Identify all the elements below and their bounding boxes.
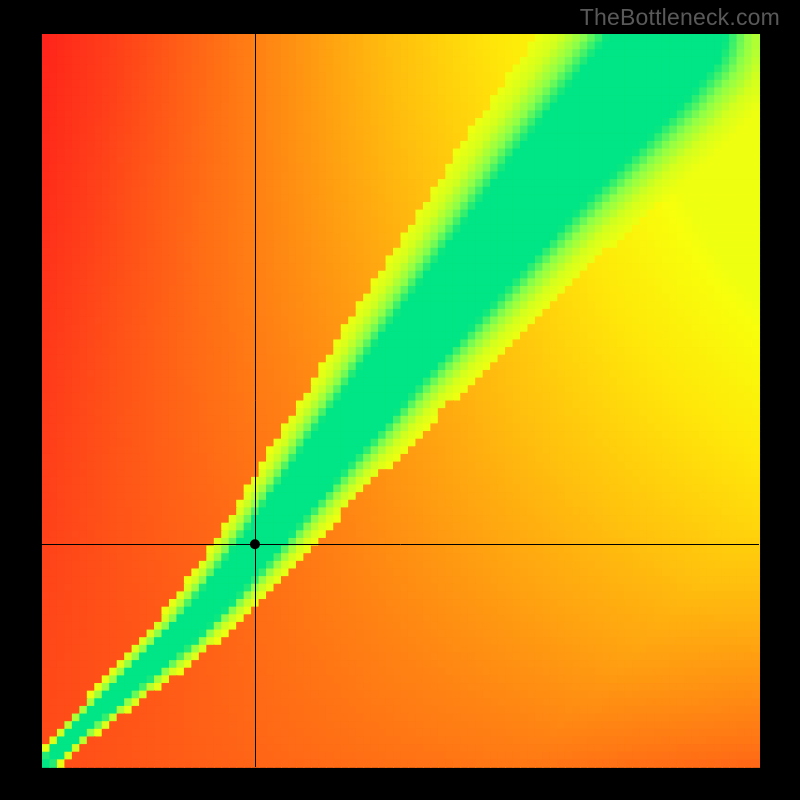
chart-frame: TheBottleneck.com [0,0,800,800]
bottleneck-heatmap [0,0,800,800]
watermark-label: TheBottleneck.com [580,4,780,31]
